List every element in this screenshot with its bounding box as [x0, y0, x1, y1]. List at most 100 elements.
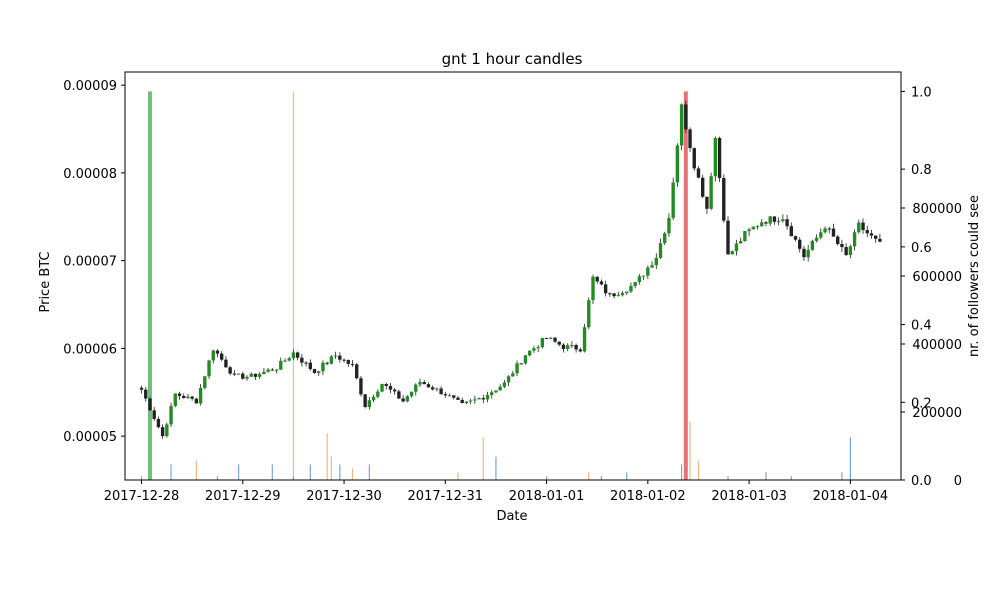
candle-body — [823, 228, 827, 233]
candle-body — [232, 373, 237, 375]
candle-body — [536, 347, 540, 349]
candle-body — [865, 230, 869, 234]
volume-bar — [482, 437, 484, 480]
candle-body — [439, 388, 443, 395]
volume-bar — [292, 476, 295, 480]
x-tick-label: 2018-01-04 — [813, 489, 889, 504]
candle-body — [523, 355, 528, 364]
right-axis-title: nr. of followers could see — [967, 195, 982, 357]
candle-body — [177, 393, 182, 396]
candle-body — [224, 359, 228, 368]
candle-body — [443, 394, 448, 396]
y-axis-title: Price BTC — [38, 251, 53, 312]
x-tick-label: 2018-01-01 — [509, 489, 585, 504]
candle-body — [405, 396, 410, 402]
candle-body — [392, 389, 397, 392]
candle-body — [186, 396, 190, 399]
volume-bar — [849, 437, 851, 480]
y-tick-label: 0.00009 — [63, 79, 117, 94]
candle-body — [848, 246, 853, 255]
candle-body — [304, 362, 308, 364]
right-tick-label: 0.6 — [911, 241, 932, 256]
candle-body — [198, 387, 203, 404]
candle-body — [772, 216, 777, 222]
candle-body — [608, 293, 612, 295]
candle-body — [852, 232, 857, 247]
candle-body — [565, 345, 570, 350]
candle-body — [793, 236, 798, 240]
candle-body — [764, 222, 768, 224]
candle-body — [776, 221, 781, 223]
candle-body — [591, 276, 595, 301]
candle-body — [283, 360, 287, 362]
volume-bar — [309, 464, 311, 480]
candle-body — [430, 387, 435, 390]
candle-body — [456, 397, 460, 400]
candle-body — [532, 348, 536, 351]
candle-body — [755, 226, 760, 228]
volume-bar — [697, 460, 700, 480]
candle-body — [671, 182, 675, 218]
right-tick-label: 1.0 — [911, 85, 932, 100]
right-tick-label: 0.0 — [911, 474, 932, 489]
candle-body — [262, 371, 266, 375]
candle-body — [587, 300, 591, 328]
right-tick-label: 0.4 — [911, 319, 932, 334]
volume-bar — [140, 476, 143, 480]
candle-body — [528, 350, 532, 356]
candle-body — [603, 284, 608, 294]
candle-body — [422, 382, 426, 385]
candle-body — [831, 228, 836, 237]
candle-body — [460, 399, 464, 404]
candle-body — [359, 378, 363, 395]
candle-body — [355, 364, 359, 379]
candle-body — [253, 373, 258, 377]
candle-body — [857, 222, 861, 233]
followers-tick-label: 0 — [954, 474, 962, 489]
candle-body — [207, 360, 211, 377]
volume-bar — [680, 464, 683, 480]
candle-body — [401, 398, 405, 402]
candle-body — [869, 233, 874, 236]
candle-body — [249, 373, 253, 377]
volume-bar — [271, 464, 273, 480]
candle-body — [279, 360, 283, 370]
candle-body — [144, 389, 148, 399]
candle-body — [781, 219, 785, 222]
candle-body — [321, 362, 325, 372]
candle-body — [139, 387, 144, 390]
y-tick-label: 0.00006 — [63, 342, 117, 357]
candle-body — [612, 293, 616, 297]
volume-bar — [457, 472, 459, 480]
candle-body — [317, 371, 321, 373]
candle-body — [481, 398, 485, 400]
candle-body — [165, 424, 169, 437]
candle-body — [511, 373, 515, 377]
candle-body — [734, 243, 739, 252]
candle-body — [654, 257, 658, 266]
candle-body — [599, 281, 604, 285]
candle-body — [228, 367, 232, 374]
candle-body — [148, 398, 152, 411]
candle-body — [553, 337, 557, 342]
candle-body — [717, 138, 722, 179]
volume-bar — [626, 472, 628, 480]
candle-body — [701, 177, 705, 197]
candle-body — [173, 393, 177, 406]
candle-body — [300, 357, 304, 363]
volume-bar — [368, 464, 370, 480]
candle-body — [325, 362, 329, 364]
candle-body — [667, 217, 671, 234]
x-tick-label: 2018-01-02 — [610, 489, 686, 504]
candle-body — [477, 398, 481, 400]
candle-body — [414, 384, 418, 392]
candle-body — [544, 338, 549, 340]
candle-body — [502, 382, 507, 387]
candle-body — [540, 338, 545, 348]
volume-bar — [495, 456, 497, 480]
candle-body — [308, 362, 312, 370]
candle-body — [730, 251, 734, 255]
candle-body — [397, 391, 401, 399]
candle-body — [519, 363, 523, 365]
